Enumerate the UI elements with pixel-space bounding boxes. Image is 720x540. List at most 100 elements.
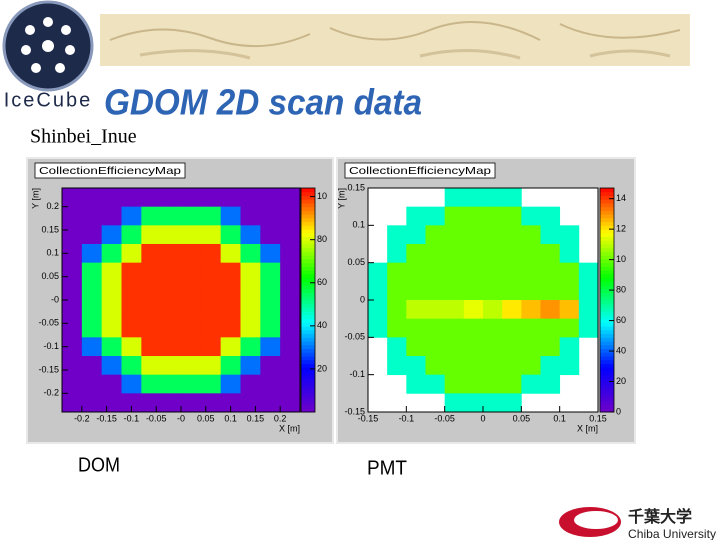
color-bar-step (600, 247, 614, 252)
heatmap-cell (240, 225, 261, 245)
color-bar-step (301, 318, 315, 323)
x-tick-label: -0.05 (146, 413, 167, 423)
heatmap-cell (260, 281, 281, 301)
heatmap-cell (141, 225, 162, 245)
heatmap-cell (141, 244, 162, 264)
color-bar-step (301, 404, 315, 409)
heatmap-cell (62, 318, 83, 338)
color-bar-step (301, 397, 315, 402)
heatmap-cell (121, 225, 142, 245)
heatmap-cell (101, 300, 122, 320)
color-bar-step (301, 311, 315, 316)
x-tick-label: 0.15 (247, 413, 265, 423)
x-tick-label: -0.2 (74, 413, 90, 423)
heatmap-cell (406, 337, 426, 357)
logo-dots (21, 17, 75, 73)
heatmap-cell (387, 281, 407, 301)
color-bar-step (600, 378, 614, 383)
heatmap-cell (240, 206, 261, 226)
heatmap-cell (181, 337, 202, 357)
heatmap-cell (368, 281, 388, 301)
heatmap-cell (463, 337, 484, 357)
color-bar-step (301, 258, 315, 264)
heatmap-cell (444, 188, 465, 208)
chiba-logo: 千葉大学 Chiba University (559, 507, 716, 540)
z-tick-label: 20 (616, 376, 626, 386)
heatmap-cell (101, 225, 122, 245)
heatmap-cell (141, 206, 162, 226)
heatmap-cell (521, 262, 541, 282)
y-tick-label: -0.05 (38, 318, 59, 328)
heatmap-cell (521, 206, 541, 226)
color-bar-step (301, 348, 315, 353)
color-bar-step (600, 344, 614, 350)
heatmap-cell (483, 393, 503, 413)
heatmap-cell (260, 337, 281, 357)
icecube-logo: IceCube (2, 0, 94, 111)
color-bar-step (600, 232, 614, 238)
heatmap-cell (502, 225, 522, 245)
heatmap-cell (578, 318, 599, 338)
color-bar-step (600, 307, 614, 312)
color-bar-step (301, 221, 315, 226)
y-tick-label: -0.15 (38, 364, 59, 374)
color-bar-step (301, 210, 315, 215)
color-bar-step (600, 202, 614, 208)
heatmap-cell (502, 262, 522, 282)
heatmap-cell (121, 318, 142, 338)
heatmap-cell (121, 188, 142, 208)
heatmap-cell (161, 206, 182, 226)
color-bar-step (301, 385, 315, 391)
heatmap-cell (463, 281, 484, 301)
heatmap-cell (280, 356, 301, 376)
color-bar-step (301, 389, 315, 394)
heatmap-cell (81, 206, 103, 226)
color-bar-step (301, 329, 315, 335)
heatmap-cell (406, 300, 426, 320)
color-bar-step (301, 225, 315, 230)
z-tick-label: 12 (616, 224, 626, 234)
heatmap-cell (101, 206, 122, 226)
heatmap-cell (161, 337, 182, 357)
color-bar-step (600, 389, 614, 394)
chart-title-box (344, 162, 496, 179)
color-bar-step (301, 281, 315, 286)
y-tick-label: -0.1 (349, 369, 365, 379)
color-bar-step (600, 311, 614, 316)
heatmap-cell (200, 225, 222, 245)
color-bar-step (600, 188, 614, 193)
heatmap-cell (559, 300, 580, 320)
heatmap-cell (425, 244, 446, 264)
heatmap-cell (559, 318, 580, 338)
heatmap-cell (406, 356, 426, 376)
heatmap-cell (240, 318, 261, 338)
heatmap-cell (502, 281, 522, 301)
map-strip (100, 14, 690, 66)
heatmap-cell (181, 262, 202, 282)
color-bar-step (600, 258, 614, 264)
heatmap-cell (387, 225, 407, 245)
color-bar-step (600, 300, 614, 305)
y-tick-label: 0.05 (347, 257, 365, 267)
heatmap-cell (260, 374, 281, 394)
heatmap-cell (521, 318, 541, 338)
chart-title-box (34, 162, 186, 179)
x-axis-label: X [m] (577, 423, 598, 433)
heatmap-cell (141, 393, 162, 413)
heatmap-cell (502, 188, 522, 208)
heatmap-cell (220, 300, 241, 320)
heatmap-cell (521, 225, 541, 245)
color-bar-step (600, 367, 614, 372)
heatmap-cell (181, 225, 202, 245)
heatmap-cell (444, 262, 465, 282)
heatmap-cell (483, 281, 503, 301)
heatmap-cell (483, 188, 503, 208)
heatmap-cell (483, 337, 503, 357)
heatmap-cell (260, 318, 281, 338)
y-tick-label: -0.15 (344, 406, 365, 416)
color-bar-step (301, 356, 315, 361)
color-bar-step (301, 314, 315, 320)
heatmap-cell (502, 300, 522, 320)
heatmap-cell (387, 262, 407, 282)
color-bar-step (600, 244, 614, 249)
